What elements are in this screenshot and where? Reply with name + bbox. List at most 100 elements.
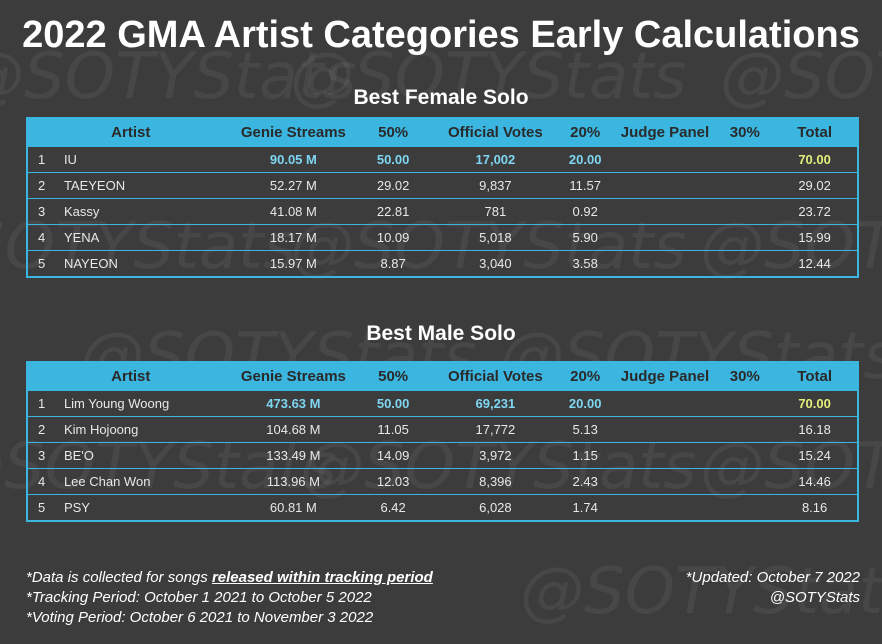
percent-20-cell: 5.90 (572, 230, 598, 245)
header-genie-streams: Genie Streams (240, 124, 346, 141)
table-row: 3 BE'O 133.49 M 14.09 3,972 1.15 15.24 (28, 442, 857, 468)
official-votes-cell: 17,002 (475, 152, 516, 167)
official-votes-cell: 5,018 (479, 230, 512, 245)
percent-20-cell: 1.15 (572, 448, 598, 463)
artist-cell: NAYEON (63, 256, 118, 271)
table-row: 1 Lim Young Woong 473.63 M 50.00 69,231 20.00… (28, 390, 857, 416)
updated-date: *Updated: October 7 2022 (685, 569, 860, 586)
header-artist: Artist (111, 124, 151, 141)
genie-streams-cell: 104.68 M (266, 422, 321, 437)
artist-cell: YENA (63, 230, 100, 245)
header-30-percent: 30% (729, 124, 760, 141)
female-table: Artist Genie Streams 50% Official Votes … (26, 117, 859, 278)
percent-50-cell: 14.09 (376, 448, 410, 463)
genie-streams-cell: 60.81 M (269, 500, 317, 515)
rank-cell: 1 (38, 152, 46, 167)
header-50-percent: 50% (378, 124, 409, 141)
table-row: 4 YENA 18.17 M 10.09 5,018 5.90 15.99 (28, 224, 857, 250)
header-30-percent: 30% (729, 368, 760, 385)
table-row: 2 Kim Hojoong 104.68 M 11.05 17,772 5.13 16.18 (28, 416, 857, 442)
genie-streams-cell: 133.49 M (266, 448, 321, 463)
data-note-text: *Data is collected for songs (26, 569, 212, 586)
percent-50-cell: 50.00 (376, 396, 410, 411)
header-20-percent: 20% (570, 368, 601, 385)
percent-50-cell: 10.09 (376, 230, 410, 245)
rank-cell: 2 (38, 178, 46, 193)
rank-cell: 3 (38, 448, 46, 463)
header-official-votes: Official Votes (448, 124, 543, 141)
artist-cell: PSY (63, 500, 90, 515)
table-row: 5 PSY 60.81 M 6.42 6,028 1.74 8.16 (28, 494, 857, 520)
header-judge-panel: Judge Panel (620, 368, 710, 385)
header-total: Total (797, 124, 832, 141)
voting-period: *Voting Period: October 6 2021 to Novemb… (26, 609, 374, 626)
percent-50-cell: 29.02 (376, 178, 410, 193)
table-row: 5 NAYEON 15.97 M 8.87 3,040 3.58 12.44 (28, 250, 857, 276)
percent-20-cell: 11.57 (569, 178, 601, 193)
page-title: 2022 GMA Artist Categories Early Calcula… (22, 14, 860, 56)
total-cell: 12.44 (798, 256, 831, 271)
data-note-emphasis: released within tracking period (211, 569, 433, 586)
genie-streams-cell: 113.96 M (266, 474, 320, 489)
male-section-title: Best Male Solo (366, 322, 516, 345)
header-official-votes: Official Votes (448, 368, 543, 385)
rank-cell: 3 (38, 204, 46, 219)
table-header: Artist Genie Streams 50% Official Votes … (28, 119, 857, 146)
percent-20-cell: 20.00 (568, 152, 602, 167)
author-handle: @SOTYStats (769, 589, 860, 606)
percent-50-cell: 8.87 (380, 256, 406, 271)
percent-50-cell: 6.42 (380, 500, 406, 515)
table-row: 1 IU 90.05 M 50.00 17,002 20.00 70.00 (28, 146, 857, 172)
percent-50-cell: 22.81 (376, 204, 410, 219)
artist-cell: Kim Hojoong (63, 422, 139, 437)
genie-streams-cell: 18.17 M (269, 230, 317, 245)
total-cell: 15.99 (798, 230, 831, 245)
table-row: 2 TAEYEON 52.27 M 29.02 9,837 11.57 29.02 (28, 172, 857, 198)
artist-cell: Lee Chan Won (63, 474, 151, 489)
tracking-period: *Tracking Period: October 1 2021 to Octo… (26, 589, 372, 606)
header-artist: Artist (111, 368, 151, 385)
total-cell: 23.72 (798, 204, 831, 219)
percent-20-cell: 1.74 (572, 500, 598, 515)
total-cell: 70.00 (798, 396, 831, 411)
genie-streams-cell: 15.97 M (269, 256, 317, 271)
official-votes-cell: 6,028 (479, 500, 512, 515)
percent-50-cell: 50.00 (376, 152, 410, 167)
table-header: Artist Genie Streams 50% Official Votes … (28, 363, 857, 390)
total-cell: 8.16 (801, 500, 828, 515)
genie-streams-cell: 41.08 M (269, 204, 317, 219)
footer-credits: *Updated: October 7 2022 @SOTYStats (686, 568, 860, 608)
official-votes-cell: 8,396 (479, 474, 512, 489)
rank-cell: 4 (38, 230, 46, 245)
percent-20-cell: 0.92 (572, 204, 598, 219)
official-votes-cell: 69,231 (475, 396, 516, 411)
official-votes-cell: 9,837 (479, 178, 512, 193)
percent-20-cell: 2.43 (572, 474, 598, 489)
male-table: Artist Genie Streams 50% Official Votes … (26, 361, 859, 522)
percent-20-cell: 3.58 (572, 256, 598, 271)
female-section-title: Best Female Solo (353, 86, 529, 109)
official-votes-cell: 3,972 (479, 448, 512, 463)
rank-cell: 2 (38, 422, 46, 437)
header-50-percent: 50% (378, 368, 409, 385)
percent-50-cell: 12.03 (376, 474, 410, 489)
table-row: 3 Kassy 41.08 M 22.81 781 0.92 23.72 (28, 198, 857, 224)
official-votes-cell: 17,772 (475, 422, 516, 437)
total-cell: 16.18 (798, 422, 831, 437)
artist-cell: Kassy (63, 204, 100, 219)
genie-streams-cell: 473.63 M (266, 396, 321, 411)
table-row: 4 Lee Chan Won 113.96 M 12.03 8,396 2.43 14.46 (28, 468, 857, 494)
rank-cell: 5 (38, 256, 46, 271)
header-total: Total (797, 368, 832, 385)
genie-streams-cell: 90.05 M (269, 152, 317, 167)
artist-cell: TAEYEON (63, 178, 126, 193)
total-cell: 15.24 (798, 448, 831, 463)
header-20-percent: 20% (570, 124, 601, 141)
data-note: *Data is collected for songs released wi… (26, 568, 433, 588)
total-cell: 29.02 (798, 178, 831, 193)
header-judge-panel: Judge Panel (620, 124, 710, 141)
official-votes-cell: 781 (484, 204, 507, 219)
artist-cell: Lim Young Woong (63, 396, 170, 411)
artist-cell: IU (63, 152, 77, 167)
total-cell: 70.00 (798, 152, 831, 167)
